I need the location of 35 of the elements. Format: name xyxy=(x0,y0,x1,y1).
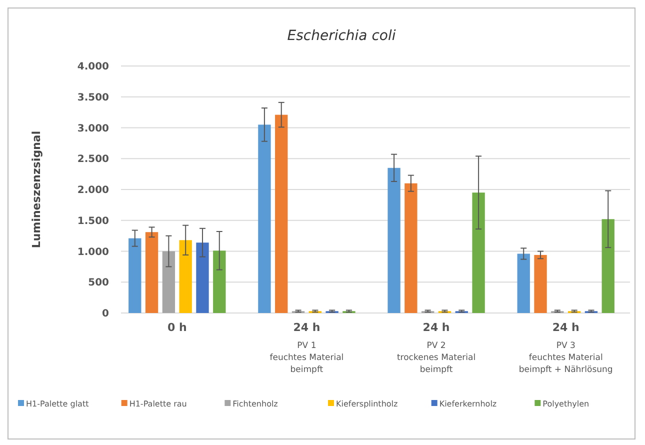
x-tick-label: 24 h PV 3 feuchtes Material beimpft + Nährlösung xyxy=(518,321,613,375)
x-tick-label: 24 h PV 1 feuchtes Material beimpft xyxy=(270,321,344,375)
legend-label: H1-Palette rau xyxy=(129,399,187,408)
y-tick-label: 0 xyxy=(102,308,110,320)
y-tick-label: 2.000 xyxy=(77,185,110,196)
x-tick-label: 24 h PV 2 trockenes Material beimpft xyxy=(396,321,476,375)
bar xyxy=(162,251,176,313)
x-tick-label: 0 h xyxy=(167,321,187,334)
y-tick-label: 3.500 xyxy=(77,92,110,104)
y-tick-label: 4.000 xyxy=(77,62,110,72)
bar xyxy=(472,192,485,313)
bar xyxy=(213,250,226,313)
bar xyxy=(404,183,418,313)
bar xyxy=(534,254,547,313)
y-tick-label: 1.000 xyxy=(77,246,110,258)
bar xyxy=(275,114,288,313)
y-tick-label: 3.000 xyxy=(77,123,110,134)
bar xyxy=(602,219,614,313)
bar xyxy=(128,238,142,313)
bar xyxy=(258,124,271,313)
bar xyxy=(179,240,192,313)
y-tick-label: 500 xyxy=(88,278,110,289)
legend-label: H1-Palette glatt xyxy=(26,399,89,408)
bar xyxy=(196,242,209,313)
legend-label: Polyethylen xyxy=(542,399,590,408)
legend-label: Kieferkernholz xyxy=(439,399,497,408)
y-axis-title: Lumineszenzsignal xyxy=(30,130,43,248)
legend-label: Kiefersplintholz xyxy=(336,399,398,408)
legend-label: Fichtenholz xyxy=(232,399,278,408)
chart-title: Escherichia coli xyxy=(287,28,396,44)
bar xyxy=(145,232,158,313)
bar xyxy=(388,168,400,313)
y-tick-label: 2.500 xyxy=(77,154,110,166)
bar xyxy=(517,254,530,313)
y-tick-label: 1.500 xyxy=(77,216,110,227)
